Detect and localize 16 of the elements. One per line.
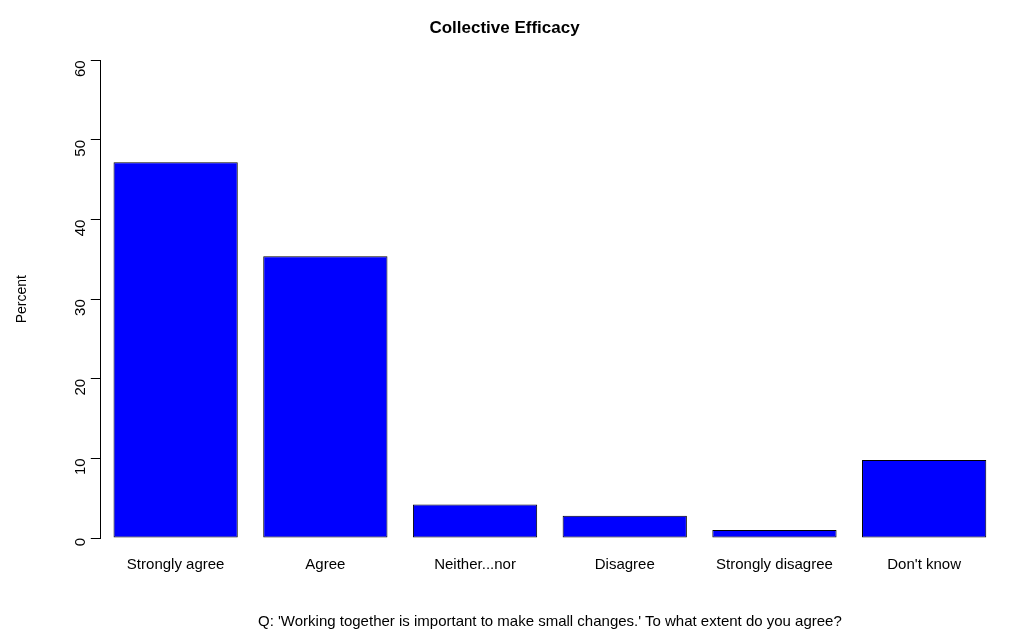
chart-title: Collective Efficacy [429, 17, 581, 37]
x-tick-label: Disagree [594, 555, 655, 573]
x-tick-label: Don't know [887, 555, 962, 573]
text: Q: 'Working together is important to make small changes.' To what extent do you agree? [257, 612, 842, 630]
y-tick-label: 20 [70, 378, 88, 396]
x-tick-label: Strongly disagree [716, 555, 833, 573]
y-axis-title: Percent [13, 274, 30, 324]
x-tick-label: Agree [305, 555, 346, 573]
y-tick-label: 10 [70, 458, 88, 476]
y-tick-label: 30 [70, 299, 88, 316]
y-tick-label: 60 [70, 60, 88, 78]
x-tick-label: Strongly agree [126, 555, 225, 573]
y-tick-label: 40 [70, 219, 88, 237]
y-tick-label: 50 [70, 140, 88, 157]
y-tick-label: 0 [70, 538, 88, 547]
x-tick-label: Neither...nor [434, 555, 516, 573]
